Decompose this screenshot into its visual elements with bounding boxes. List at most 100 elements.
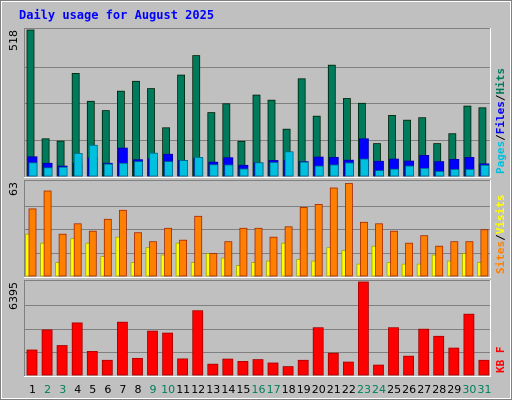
x-tick-label: 15 <box>236 383 250 396</box>
x-tick-label: 7 <box>119 383 126 396</box>
x-tick-label: 31 <box>478 383 492 396</box>
bar <box>237 360 249 376</box>
bar <box>448 347 460 376</box>
legend: KB F <box>494 347 507 374</box>
bar <box>375 223 383 277</box>
bar <box>41 329 53 376</box>
legend-separator: / <box>494 234 507 241</box>
plot-border-highlight <box>24 280 491 377</box>
bar <box>192 310 204 376</box>
series-pages <box>28 144 490 177</box>
bar <box>28 208 37 277</box>
bar <box>342 361 354 376</box>
x-tick-label: 3 <box>59 383 66 396</box>
bar <box>463 313 475 376</box>
bar <box>450 241 459 277</box>
bar <box>299 206 308 277</box>
bar <box>58 166 68 177</box>
bar <box>101 359 113 376</box>
bar <box>312 327 324 376</box>
x-tick-label: 8 <box>135 383 142 396</box>
x-tick-label: 9 <box>150 383 157 396</box>
bar <box>405 242 414 277</box>
bar <box>194 156 204 177</box>
y-max-label: 518 <box>7 30 20 51</box>
bar <box>450 169 460 177</box>
bar <box>267 362 279 376</box>
bar <box>73 153 83 177</box>
bar <box>344 183 353 277</box>
x-tick-label: 1 <box>29 383 36 396</box>
bar <box>149 152 158 177</box>
legend-separator: / <box>494 94 507 101</box>
x-tick-label: 11 <box>176 383 190 396</box>
bar <box>207 363 219 376</box>
bar <box>284 226 293 277</box>
bar <box>282 366 294 376</box>
bar <box>420 235 429 277</box>
bar <box>239 227 248 277</box>
x-tick-label: 23 <box>357 383 371 396</box>
x-tick-label: 26 <box>402 383 416 396</box>
bar <box>43 167 53 177</box>
bar <box>134 232 142 277</box>
x-tick-label: 14 <box>221 383 235 396</box>
x-tick-label: 13 <box>206 383 220 396</box>
bar <box>405 165 415 177</box>
bar <box>388 327 399 376</box>
bar <box>465 169 475 177</box>
bar <box>433 335 445 376</box>
plot-border-shadow <box>24 180 491 278</box>
bar <box>299 161 309 177</box>
bar <box>164 161 174 177</box>
bar <box>119 209 127 277</box>
panel-visits-sites: 63 Sites/Visits <box>7 180 507 278</box>
bar <box>359 158 369 177</box>
bar <box>344 162 354 177</box>
bar <box>71 322 83 376</box>
bar <box>359 221 368 277</box>
bar <box>480 229 489 277</box>
bar <box>132 357 143 376</box>
bar <box>435 245 444 277</box>
bar <box>390 230 398 277</box>
bar <box>314 203 323 277</box>
bar <box>269 162 279 177</box>
x-tick-label: 10 <box>161 383 175 396</box>
bar <box>58 233 67 277</box>
y-max-label: 6395 <box>7 282 20 310</box>
bar <box>134 161 143 177</box>
bar <box>284 151 294 177</box>
bar <box>403 355 415 376</box>
bar <box>88 144 98 177</box>
series-sites <box>28 183 489 277</box>
x-tick-label: 17 <box>267 383 281 396</box>
bar <box>179 239 188 277</box>
bar <box>26 349 38 376</box>
bar <box>209 164 219 177</box>
bar <box>269 236 278 277</box>
bar <box>418 328 430 376</box>
bar <box>327 352 339 376</box>
bar <box>177 358 189 376</box>
bar <box>117 321 128 376</box>
bar <box>480 164 490 177</box>
x-axis-labels: 1 2 3 4 5 6 7 8 9 10 11 12 13 14 15 16 17 18 19 20 21 22 23 24 2… <box>29 383 492 396</box>
legend-item-kb-f: KB F <box>494 347 507 374</box>
bar <box>254 227 263 277</box>
bar <box>329 164 339 177</box>
bar <box>329 187 338 277</box>
legend-item-sites: Sites <box>494 241 507 274</box>
bar <box>390 168 399 177</box>
bar <box>194 215 203 277</box>
bar <box>209 253 218 277</box>
bar <box>86 350 98 376</box>
x-tick-label: 4 <box>74 383 81 396</box>
bar <box>179 160 189 177</box>
legend-item-pages: Pages <box>494 141 507 174</box>
plot-border-highlight <box>24 180 491 278</box>
bar <box>56 345 68 376</box>
x-tick-label: 28 <box>432 383 446 396</box>
